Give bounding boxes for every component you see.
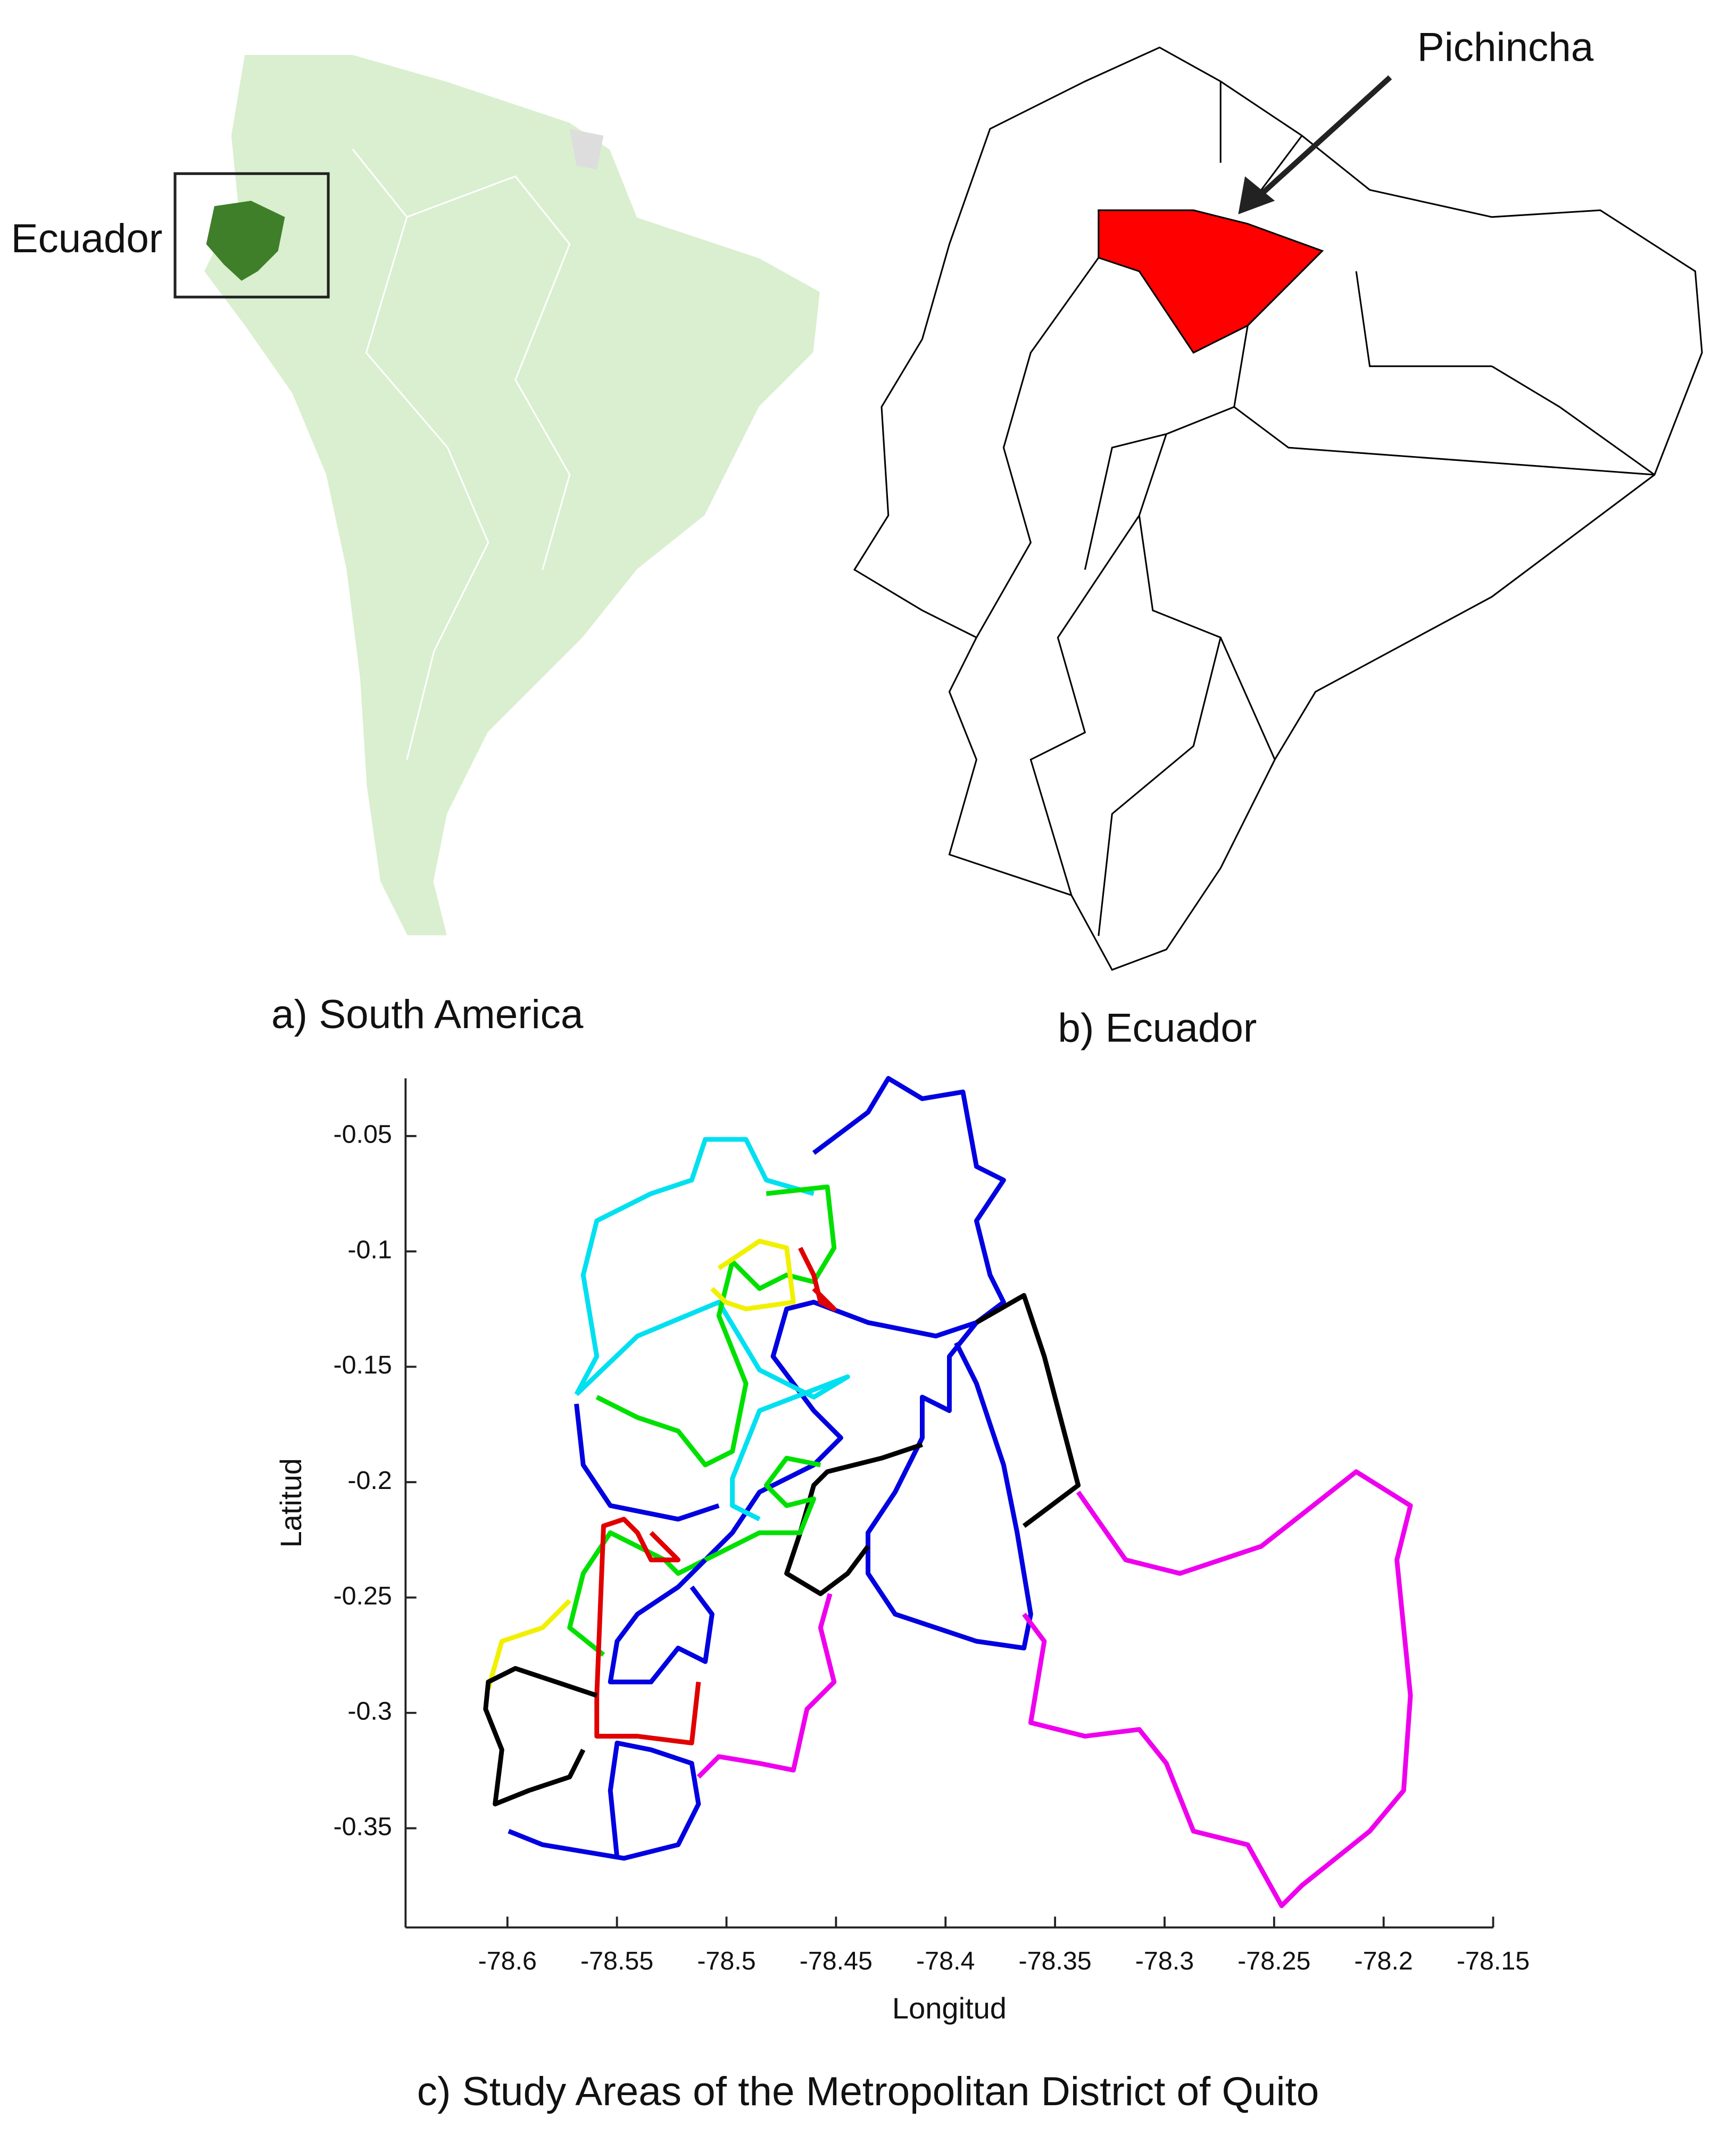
y-tick-label: -0.2 (347, 1466, 392, 1495)
x-tick-label: -78.4 (916, 1947, 975, 1975)
map-label: Ecuador (11, 216, 163, 261)
x-tick-label: -78.3 (1135, 1947, 1194, 1975)
y-axis-label: Latitud (274, 1458, 308, 1548)
x-tick-label: -78.5 (697, 1947, 755, 1975)
axes: Longitud Latitud c) Study Areas of the M… (274, 1078, 1493, 2114)
x-tick-label: -78.6 (478, 1947, 537, 1975)
x-tick-label: -78.45 (800, 1947, 873, 1975)
y-tick-label: -0.15 (333, 1351, 392, 1379)
x-tick-label: -78.25 (1237, 1947, 1310, 1975)
y-tick-label: -0.35 (333, 1812, 392, 1841)
x-tick-label: -78.2 (1355, 1947, 1413, 1975)
study-areas (483, 1075, 1413, 1908)
x-axis-label: Longitud (892, 1991, 1007, 2025)
y-tick-label: -0.05 (333, 1120, 392, 1149)
arrow (1257, 75, 1392, 199)
ecuador-map: Pichincha b) Ecuador (853, 25, 1703, 1051)
ecuador-box (173, 172, 330, 299)
pichincha-shape (1098, 209, 1324, 354)
ecuador-shape (206, 201, 285, 281)
y-tick-label: -0.1 (347, 1235, 392, 1264)
caption: b) Ecuador (1058, 1006, 1257, 1051)
caption: a) South America (271, 992, 584, 1037)
south-america-map: Ecuador a) South America (11, 53, 821, 1037)
x-tick-label: -78.15 (1457, 1947, 1530, 1975)
map-label: Pichincha (1417, 25, 1594, 70)
caption: c) Study Areas of the Metropolitan Distr… (417, 2069, 1319, 2114)
y-tick-label: -0.25 (333, 1582, 392, 1610)
y-tick-label: -0.3 (347, 1697, 392, 1726)
x-tick-label: -78.35 (1018, 1947, 1091, 1975)
x-tick-label: -78.55 (580, 1947, 653, 1975)
